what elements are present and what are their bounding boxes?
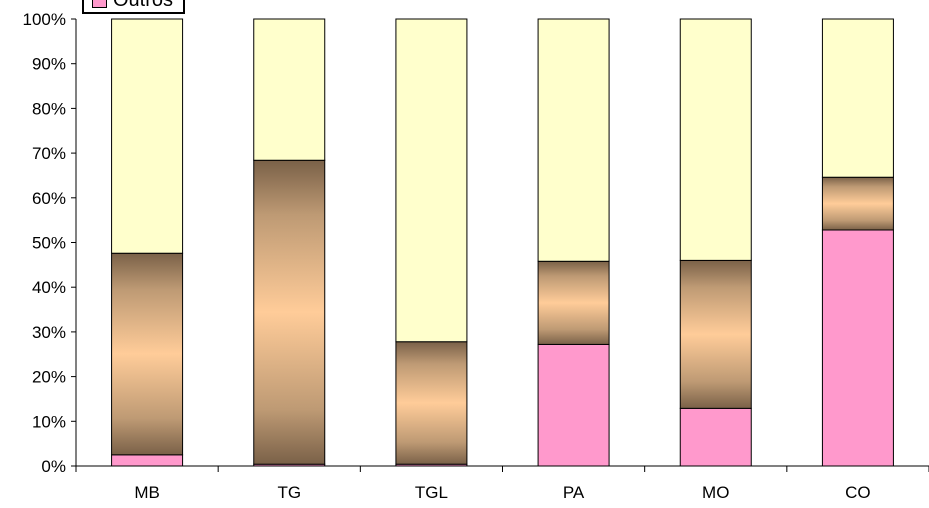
bar-segment-mo-s1 (679, 259, 752, 409)
legend-swatch-outros (92, 0, 107, 8)
y-tick-label: 50% (32, 234, 66, 253)
bar-segment-pa-s1 (537, 260, 610, 345)
bar-segment-tgl-s1 (395, 341, 468, 465)
bar-segment-co-s0 (821, 229, 894, 467)
x-tick-label-tgl: TGL (415, 483, 448, 502)
y-tick-label: 80% (32, 99, 66, 118)
bar-segment-mb-s0 (111, 454, 184, 467)
x-tick-label-co: CO (845, 483, 871, 502)
tick-labels: 0% 10% 20% 30% 40% 50% 60% 70% 80% 90% 100% MB TG TGL… (23, 10, 871, 502)
legend: Outros (82, 0, 186, 14)
y-tick-label: 20% (32, 368, 66, 387)
bar-segment-mo-s2 (679, 18, 752, 261)
y-tick-label: 40% (32, 278, 66, 297)
bar-segment-co-s1 (821, 176, 894, 231)
bar-segment-mo-s0 (679, 407, 752, 467)
legend-label-outros: Outros (113, 0, 174, 11)
y-tick-label: 30% (32, 323, 66, 342)
y-tick-label: 100% (23, 10, 66, 29)
y-tick-label: 10% (32, 412, 66, 431)
bar-segment-mb-s2 (111, 18, 184, 254)
bar-segment-co-s2 (821, 18, 894, 178)
bar-segment-tgl-s2 (395, 18, 468, 343)
bar-segment-tg-s2 (253, 18, 326, 161)
y-tick-label: 60% (32, 189, 66, 208)
bars (111, 18, 894, 467)
x-tick-label-tg: TG (277, 483, 301, 502)
bar-segment-tg-s1 (253, 159, 326, 465)
y-tick-label: 90% (32, 55, 66, 74)
x-tick-label-mo: MO (702, 483, 729, 502)
axes (71, 18, 929, 472)
x-tick-label-pa: PA (563, 483, 585, 502)
y-tick-label: 70% (32, 144, 66, 163)
bar-segment-mb-s1 (111, 252, 184, 456)
bar-segment-pa-s2 (537, 18, 610, 262)
bar-segment-pa-s0 (537, 343, 610, 467)
y-tick-label: 0% (41, 457, 66, 476)
x-tick-label-mb: MB (134, 483, 160, 502)
